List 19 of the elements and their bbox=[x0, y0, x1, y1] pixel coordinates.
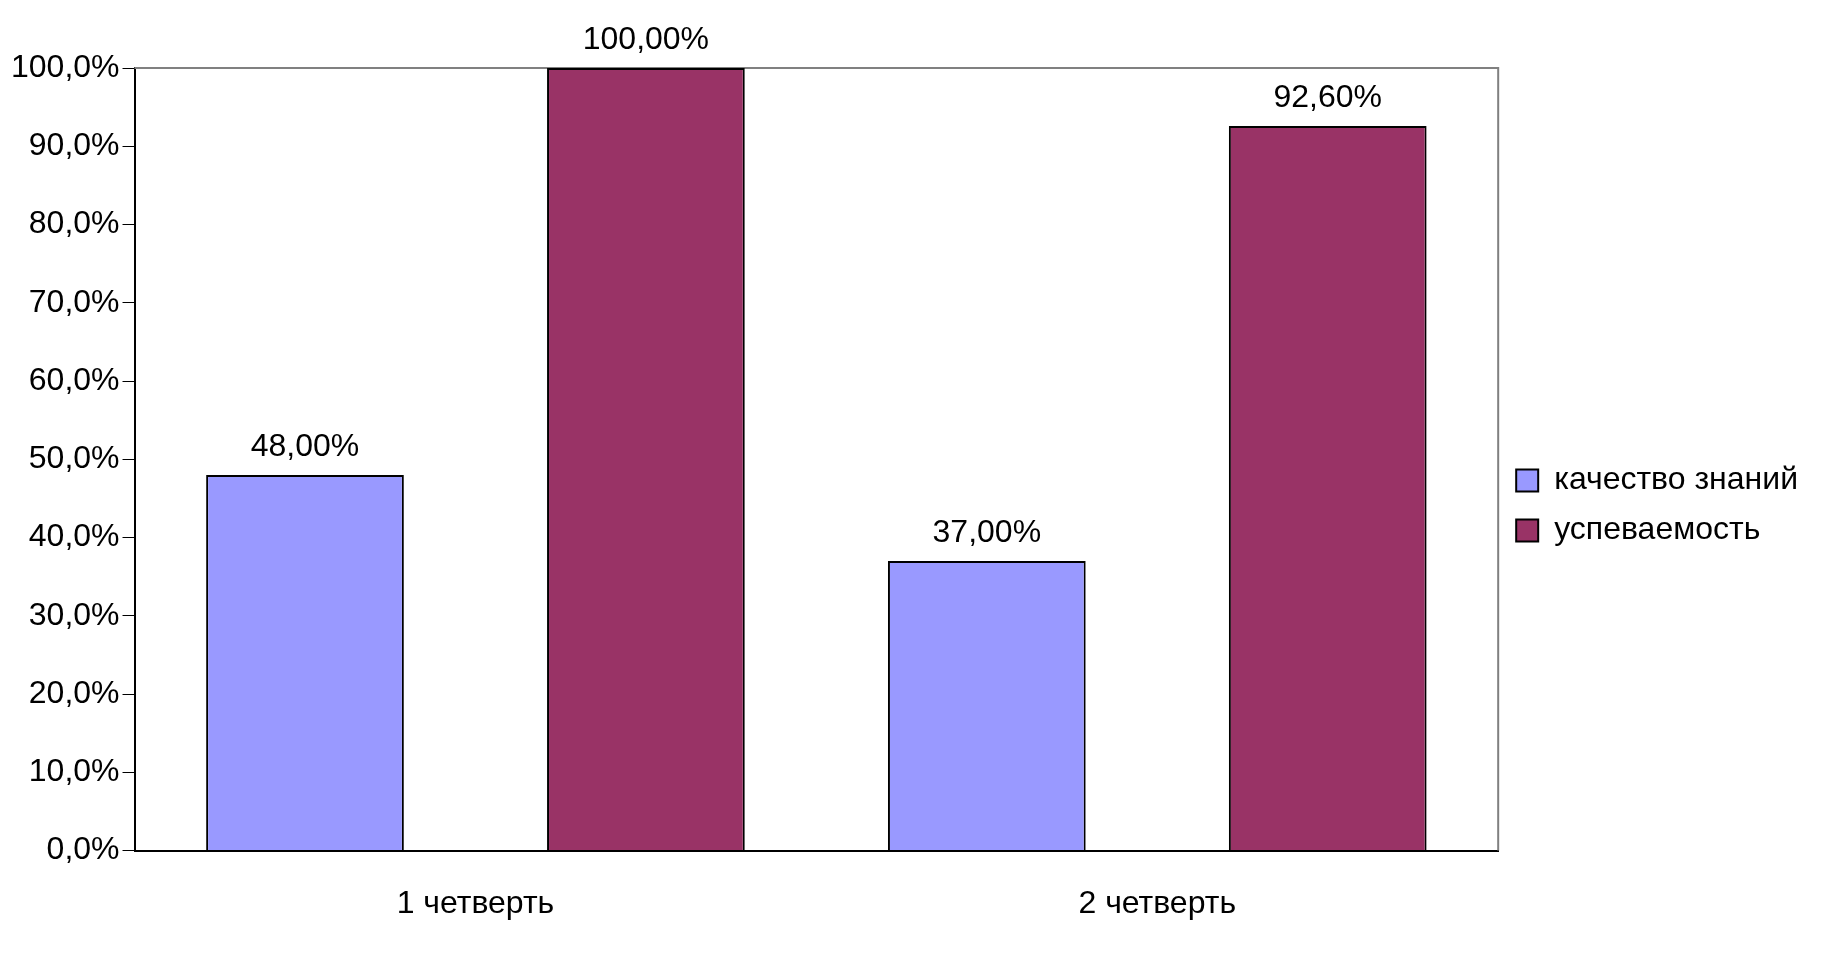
y-tick-label: 70,0% bbox=[28, 282, 120, 319]
legend-label: качество знаний bbox=[1554, 460, 1798, 497]
y-tick-label: 90,0% bbox=[28, 126, 120, 163]
data-label: 100,00% bbox=[582, 19, 710, 56]
y-tick-label: 80,0% bbox=[28, 204, 120, 241]
data-label: 37,00% bbox=[932, 512, 1042, 549]
y-tick-label: 20,0% bbox=[28, 673, 120, 710]
legend-label: успеваемость bbox=[1554, 510, 1761, 547]
y-tick-label: 100,0% bbox=[11, 47, 120, 84]
y-tick-label: 50,0% bbox=[28, 439, 120, 476]
data-label: 48,00% bbox=[250, 426, 360, 463]
y-tick-label: 10,0% bbox=[28, 752, 120, 789]
y-tick-label: 60,0% bbox=[28, 360, 120, 397]
x-tick-label: 2 четверть bbox=[1078, 883, 1237, 920]
y-tick-label: 0,0% bbox=[46, 830, 120, 867]
y-tick-label: 40,0% bbox=[28, 517, 120, 554]
data-label: 92,60% bbox=[1273, 77, 1382, 114]
x-tick-label: 1 четверть bbox=[396, 883, 555, 920]
y-tick-label: 30,0% bbox=[28, 595, 120, 632]
